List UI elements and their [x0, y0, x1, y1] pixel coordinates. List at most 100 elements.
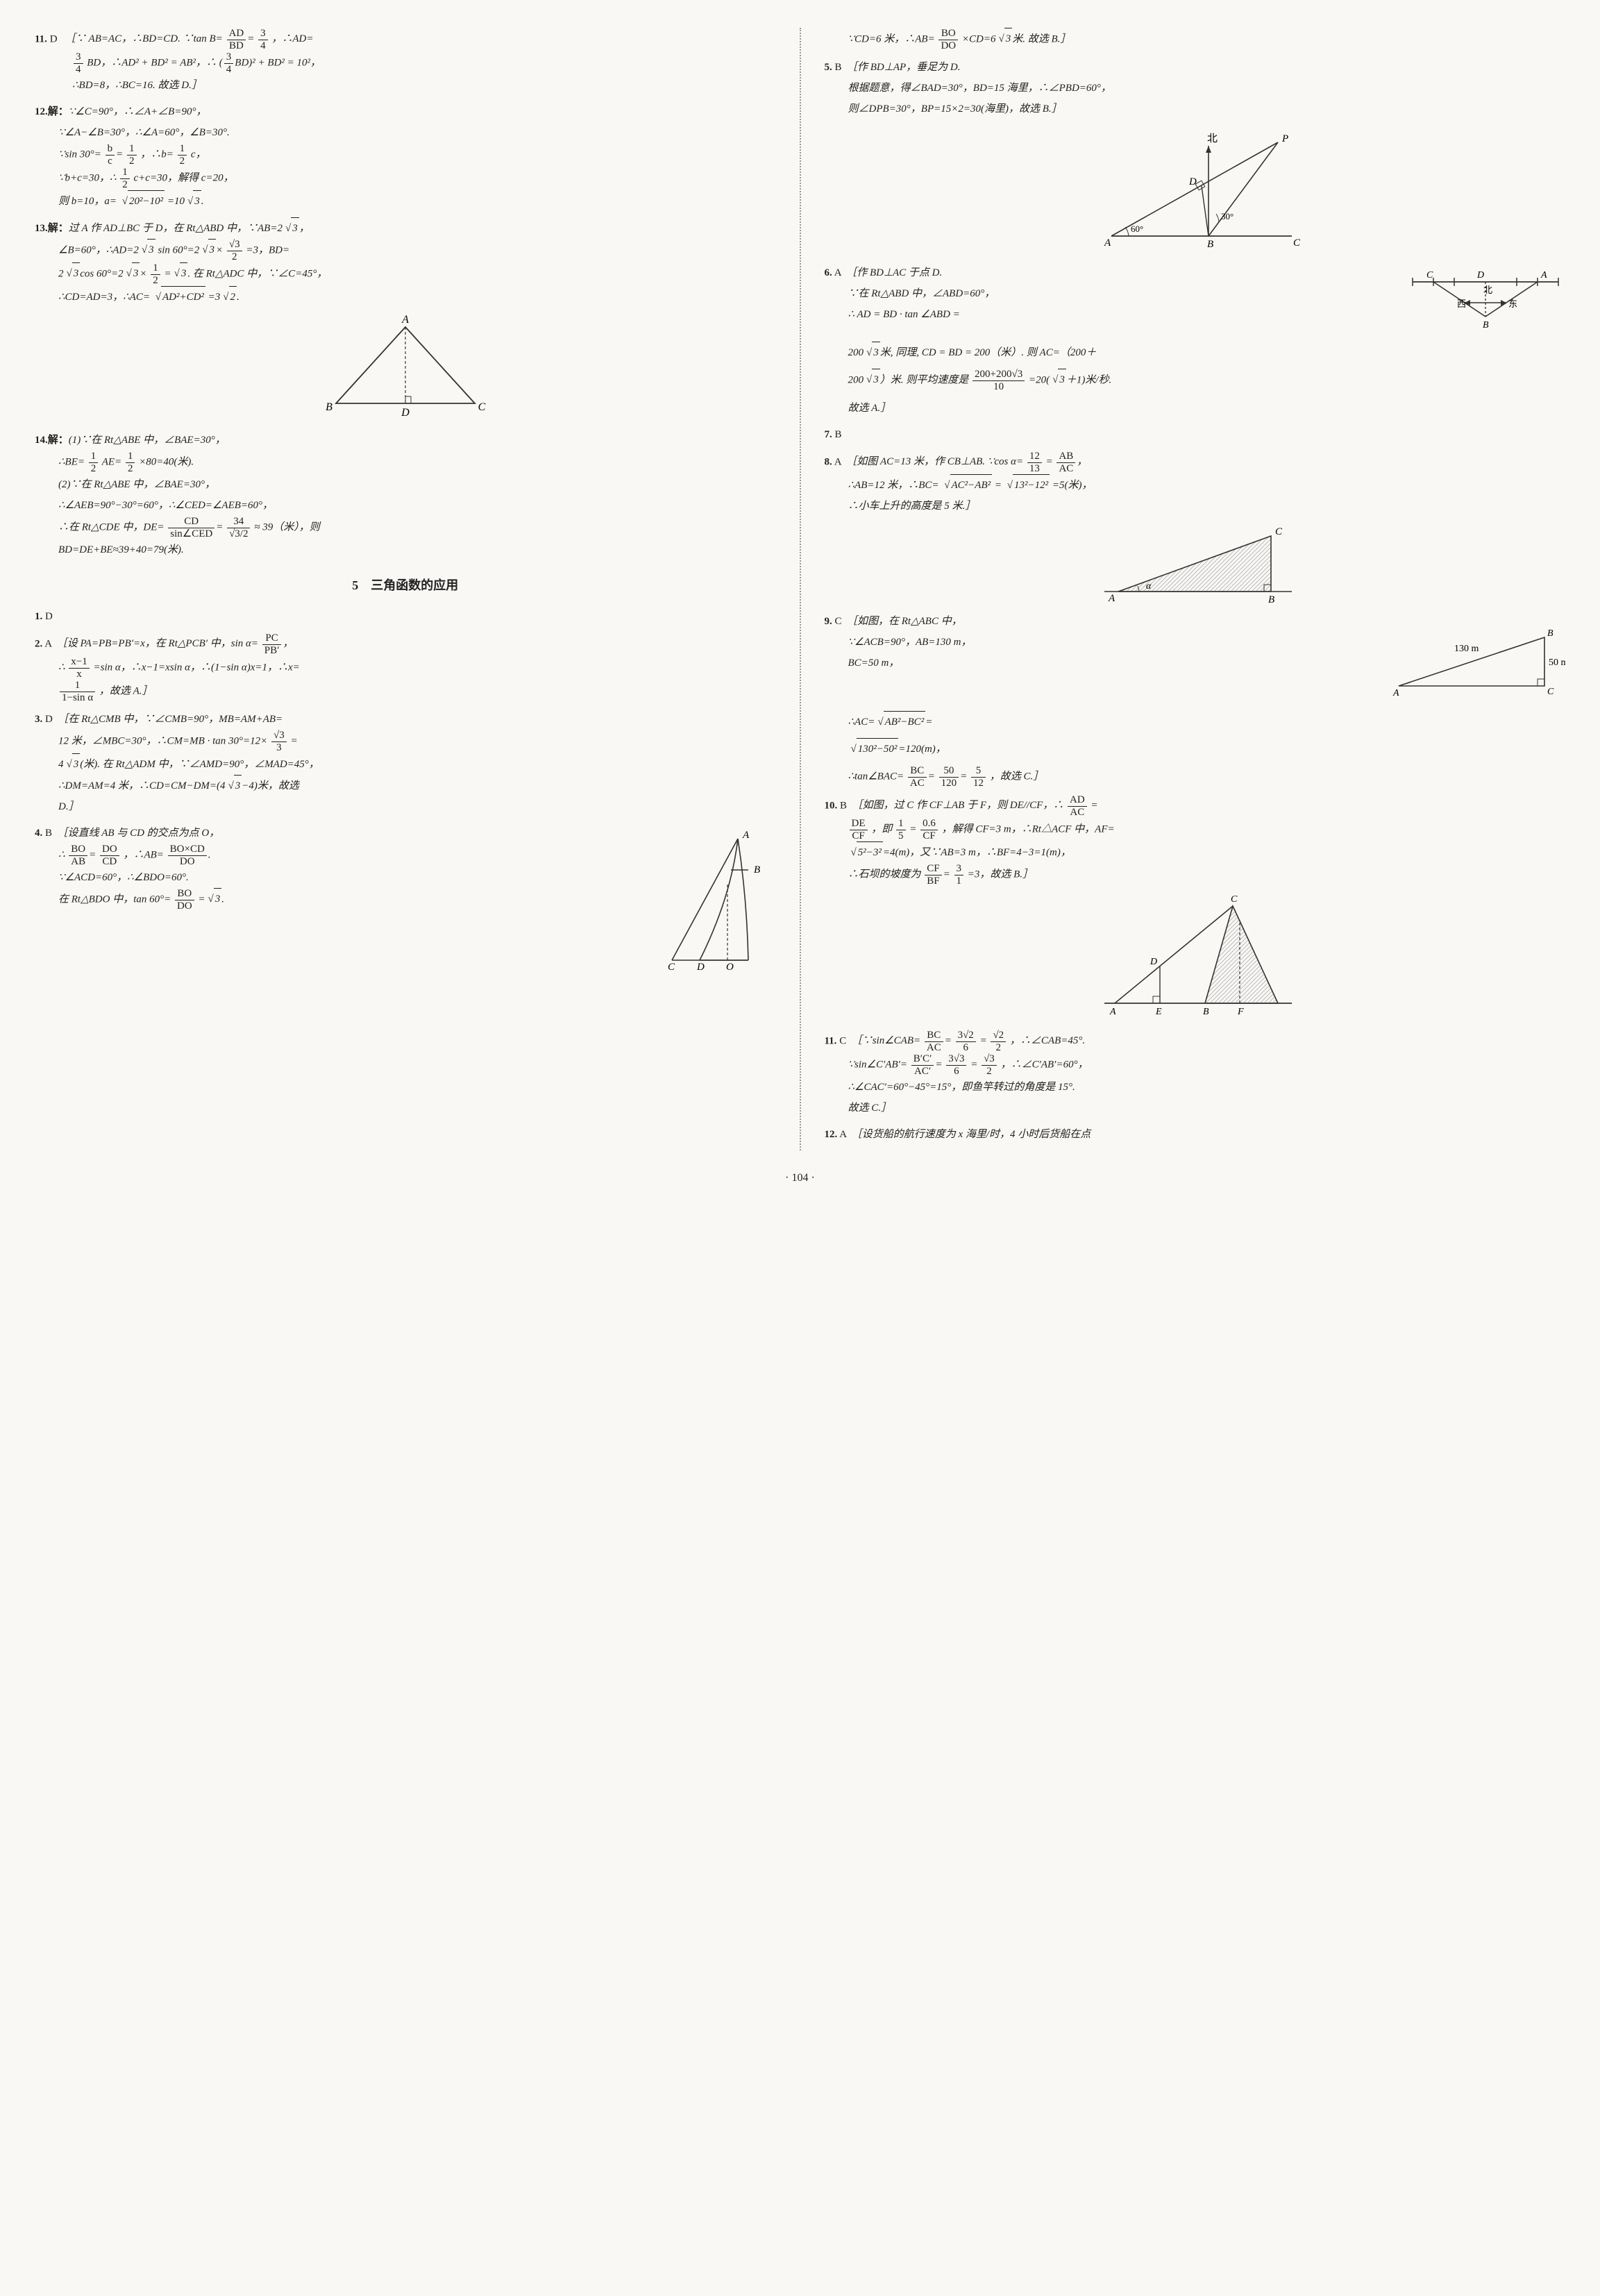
line: ∵sin∠C′AB′= B′C′AC′= 3√36 = √32 ，∴∠C′AB′…	[825, 1053, 1566, 1077]
svg-text:A: A	[742, 830, 750, 841]
line: 5²−3²=4(m)，又∵AB=3 m，∴BF=4−3=1(m)，	[825, 841, 1566, 863]
prob-14-left: 14.解：(1)∵在 Rt△ABE 中，∠BAE=30°， ∴BE= 12 AE…	[35, 430, 776, 560]
prob-12-right: 12. A ［设货船的航行速度为 x 海里/时，4 小时后货船在点	[825, 1124, 1566, 1145]
svg-text:C: C	[1231, 894, 1238, 905]
line: ∴在 Rt△CDE 中，DE= CDsin∠CED= 34√3/2 ≈ 39（米…	[35, 516, 776, 539]
svg-text:北: 北	[1483, 285, 1492, 295]
svg-text:C: C	[1293, 237, 1301, 249]
svg-text:C: C	[1275, 526, 1283, 537]
column-divider	[800, 28, 801, 1150]
triangle-13-figure: A B C D	[308, 313, 503, 424]
svg-text:60°: 60°	[1131, 224, 1143, 234]
svg-text:北: 北	[1207, 133, 1218, 144]
svg-text:130 m: 130 m	[1454, 644, 1479, 654]
prob-11-left: 11. D ［∵ AB=AC，∴BD=CD. ∵tan B= ADBD= 34 …	[35, 28, 776, 96]
section-title: 5 三角函数的应用	[35, 573, 776, 598]
line: 11−sin α ，故选 A.］	[35, 680, 776, 703]
line: ∴石坝的坡度为 CFBF= 31 =3，故选 B.］	[825, 863, 1566, 887]
svg-text:D: D	[401, 407, 410, 419]
line: ∴CD=AD=3，∴AC= AD²+CD² =32.	[35, 286, 776, 308]
svg-text:C: C	[478, 401, 485, 413]
prob-10-figure: A E B F C D	[1084, 892, 1306, 1024]
line: ∠B=60°，∴AD=23 sin 60°=23× √32 =3，BD=	[35, 239, 776, 262]
prob-3-left: 3. D ［在 Rt△CMB 中，∵∠CMB=90°，MB=AM+AB= 12 …	[35, 709, 776, 817]
page-number: · 104 ·	[35, 1167, 1565, 1189]
prob-5-right: 5. B ［作 BD⊥AP，垂足为 D. 根据题意，得∠BAD=30°，BD=1…	[825, 57, 1566, 257]
line: ∵∠A−∠B=30°，∴∠A=60°，∠B=30°.	[35, 122, 776, 143]
svg-text:B: B	[1547, 628, 1553, 639]
line: ［∵ AB=AC，∴BD=CD. ∵tan B= ADBD= 34 ，∴AD=	[62, 33, 313, 44]
svg-text:C: C	[1426, 270, 1433, 280]
svg-text:F: F	[1237, 1007, 1244, 1017]
line: ∴BE= 12 AE= 12 ×80=40(米).	[35, 451, 776, 474]
svg-text:C: C	[668, 962, 675, 973]
line: ∴ BOAB= DOCD ，∴AB= BO×CDDO.	[35, 844, 658, 867]
line: 则 b=10，a= 20²−10² =103.	[35, 190, 776, 212]
svg-text:西: 西	[1457, 299, 1466, 309]
svg-text:A: A	[1104, 237, 1111, 249]
svg-text:α: α	[1146, 581, 1152, 592]
svg-text:50 m: 50 m	[1549, 657, 1565, 668]
prob-4-left: 4. B ［设直线 AB 与 CD 的交点为点 O， ∴ BOAB= DOCD …	[35, 823, 776, 980]
svg-text:B: B	[1203, 1007, 1209, 1017]
prob-6-end: 故选 A.］	[825, 398, 1566, 419]
line: ∵sin 30°= bc= 12 ，∴b= 12 c，	[35, 143, 776, 167]
prob-4-figure: A B C D O	[658, 828, 776, 974]
line: 12 米，∠MBC=30°，∴CM=MB · tan 30°=12× √33 =	[35, 730, 776, 753]
num: 11.	[35, 33, 47, 44]
line: D.］	[35, 796, 776, 817]
head: 解：	[48, 106, 69, 117]
svg-text:东: 东	[1508, 299, 1517, 309]
svg-text:A: A	[401, 314, 409, 326]
line: ∵∠ACD=60°，∴∠BDO=60°.	[35, 867, 658, 888]
line: ∴AB=12 米，∴BC= AC²−AB² = 13²−12² =5(米)，	[825, 474, 1566, 496]
line: 23cos 60°=23× 12 =3. 在 Rt△ADC 中，∵∠C=45°，	[35, 262, 776, 286]
line: ∴DM=AM=4 米，∴CD=CM−DM=(43−4)米，故选	[35, 775, 776, 796]
svg-text:D: D	[1188, 176, 1197, 187]
prob-13-left: 13.解：过 A 作 AD⊥BC 于 D，在 Rt△ABD 中，∵AB=23， …	[35, 217, 776, 424]
prob-9-cont: ∴AC=AB²−BC²=	[825, 711, 1566, 732]
line: ∴ x−1x =sin α，∴x−1=xsin α，∴(1−sin α)x=1，…	[35, 656, 776, 680]
svg-text:A: A	[1392, 688, 1399, 698]
num: 13.	[35, 223, 48, 234]
svg-text:B: B	[326, 401, 332, 413]
line: ∵b+c=30，∴ 12 c+c=30，解得 c=20，	[35, 167, 776, 190]
line: BD=DE+BE≈39+40=79(米).	[35, 539, 776, 560]
svg-text:C: C	[1547, 687, 1554, 697]
line: DECF ，即 15 = 0.6CF ，解得 CF=3 m，∴Rt△ACF 中，…	[825, 818, 1566, 841]
prob-6-right: 6. A ［作 BD⊥AC 于点 D. ∵在 Rt△ABD 中，∠ABD=60°…	[825, 262, 1566, 336]
line: 在 Rt△BDO 中，tan 60°= BODO =3.	[35, 888, 658, 912]
prob-7-right: 7. B	[825, 424, 1566, 445]
prob-11-right: 11. C ［∵sin∠CAB= BCAC= 3√26 = √22 ，∴∠CAB…	[825, 1030, 1566, 1118]
svg-text:B: B	[1268, 594, 1274, 605]
svg-text:B: B	[754, 864, 760, 875]
prob-5-figure: 北 A B C D P 60° 30°	[1070, 125, 1320, 257]
svg-text:D: D	[1150, 957, 1157, 967]
ans: D	[50, 33, 58, 44]
svg-text:P: P	[1281, 133, 1288, 144]
prob-9-right: 9. C ［如图，在 Rt△ABC 中， ∵∠ACB=90°，AB=130 m，…	[825, 611, 1566, 705]
svg-text:A: A	[1540, 270, 1547, 280]
line: (2)∵在 Rt△ABE 中，∠BAE=30°，	[35, 474, 776, 495]
line: ∴BD=8，∴BC=16. 故选 D.］	[35, 75, 776, 96]
prob-4-cont: ∵CD=6 米，∴AB= BODO ×CD=63米. 故选 B.］	[825, 28, 1566, 51]
prob-8-right: 8. A ［如图 AC=13 米，作 CB⊥AB. ∵cos α= 1213 =…	[825, 451, 1566, 605]
svg-text:B: B	[1207, 239, 1213, 250]
prob-6-figure: C D A B 北 西 东	[1406, 268, 1565, 330]
prob-8-figure: A B C α	[1084, 522, 1306, 605]
prob-2-left: 2. A ［设 PA=PB=PB′=x，在 Rt△PCB′ 中，sin α= P…	[35, 632, 776, 703]
svg-text:E: E	[1155, 1007, 1162, 1017]
svg-text:B: B	[1483, 320, 1489, 330]
svg-text:D: D	[696, 962, 705, 973]
prob-9-cont2: 130²−50²=120(m)，	[825, 738, 1566, 760]
line: 43(米). 在 Rt△ADM 中，∵∠AMD=90°，∠MAD=45°，	[35, 753, 776, 775]
svg-text:A: A	[1109, 1007, 1116, 1017]
prob-6-cont2: 2003）米. 则平均速度是 200+200√310 =20(3＋1)米/秒.	[825, 369, 1566, 392]
svg-text:30°: 30°	[1221, 211, 1233, 221]
prob-6-cont: 2003米, 同理, CD = BD = 200（米）. 则 AC=（200＋	[825, 342, 1566, 363]
prob-10-right: 10. B ［如图，过 C 作 CF⊥AB 于 F，则 DE//CF，∴ ADA…	[825, 794, 1566, 1024]
line: 34 BD，∴AD² + BD² = AB²，∴ (34BD)² + BD² =…	[35, 51, 776, 75]
prob-9-cont3: ∴tan∠BAC= BCAC= 50120= 512 ，故选 C.］	[825, 765, 1566, 789]
svg-text:O: O	[726, 962, 734, 973]
prob-12-left: 12.解：∵∠C=90°，∴∠A+∠B=90°， ∵∠A−∠B=30°，∴∠A=…	[35, 101, 776, 212]
